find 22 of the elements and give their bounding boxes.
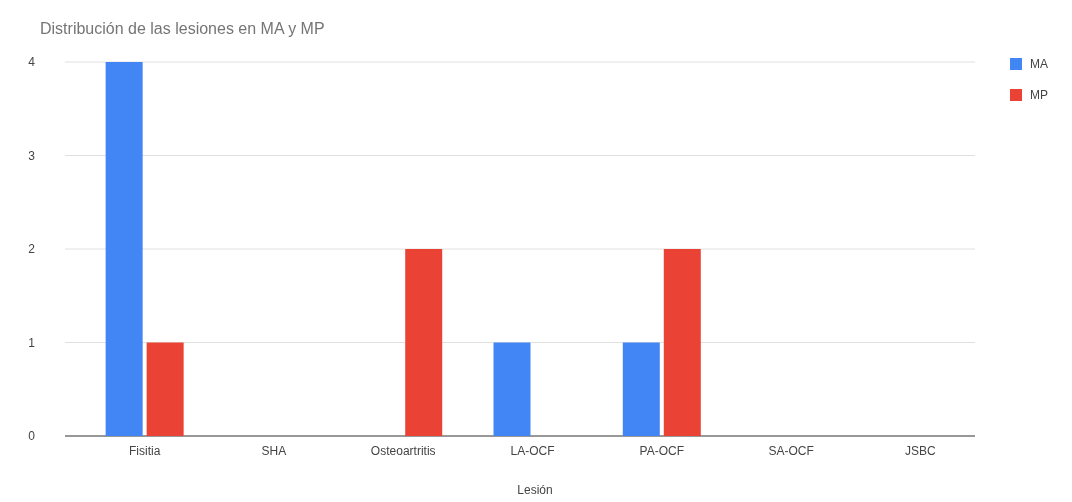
legend-label: MA [1030, 57, 1048, 71]
x-tick-label: SA-OCF [768, 443, 814, 458]
chart-title: Distribución de las lesiones en MA y MP [40, 20, 325, 37]
bar [493, 342, 531, 436]
x-tick-label: PA-OCF [639, 443, 685, 458]
x-tick-label: Osteoartritis [370, 443, 436, 458]
x-tick-label: Fisitia [128, 443, 161, 458]
x-tick-label: JSBC [905, 443, 937, 458]
bar [105, 62, 143, 436]
y-tick-label: 2 [28, 242, 36, 257]
y-tick-label: 1 [28, 335, 36, 350]
y-tick-label: 0 [28, 429, 36, 444]
x-tick-label: SHA [261, 443, 287, 458]
bar [622, 342, 660, 436]
bar [405, 249, 443, 436]
bar [146, 342, 184, 436]
y-tick-label: 4 [28, 55, 36, 70]
x-tick-label: LA-OCF [510, 443, 555, 458]
y-tick-label: 3 [28, 148, 36, 163]
x-axis-title: Lesión [517, 483, 553, 497]
legend-label: MP [1030, 88, 1048, 102]
bar [663, 249, 701, 436]
